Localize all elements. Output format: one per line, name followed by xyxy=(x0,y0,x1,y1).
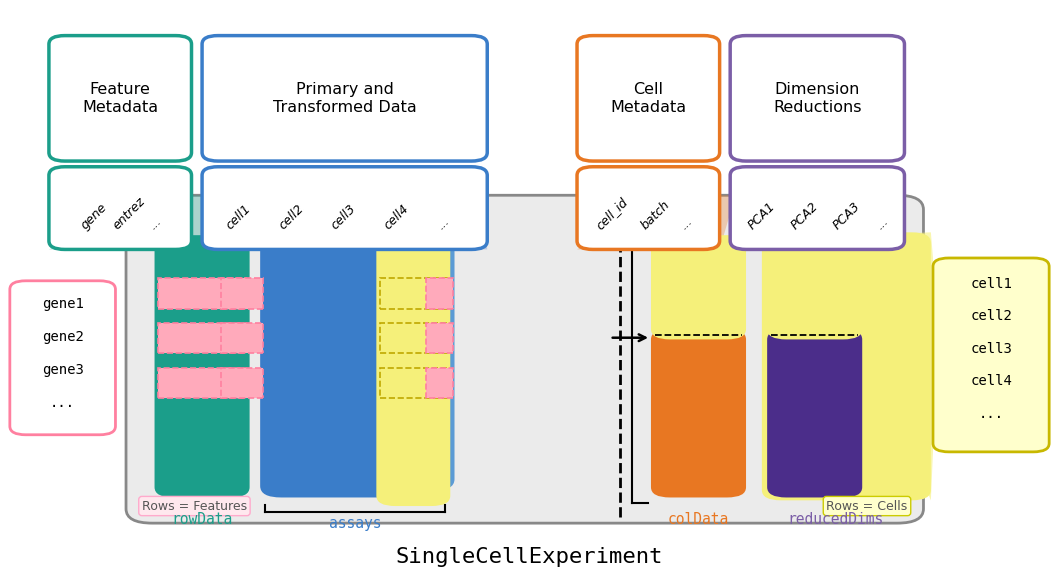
Text: gene2: gene2 xyxy=(41,329,84,344)
Text: colData: colData xyxy=(668,512,729,527)
Text: Cell
Metadata: Cell Metadata xyxy=(610,82,686,115)
Text: SingleCellExperiment: SingleCellExperiment xyxy=(396,547,663,567)
Text: cell2: cell2 xyxy=(970,309,1012,323)
Text: PCA2: PCA2 xyxy=(788,200,821,232)
Text: assays: assays xyxy=(329,516,381,531)
Polygon shape xyxy=(862,232,933,500)
Polygon shape xyxy=(202,195,487,249)
Bar xyxy=(379,323,447,353)
FancyBboxPatch shape xyxy=(286,228,454,490)
FancyBboxPatch shape xyxy=(202,36,487,161)
Text: cell3: cell3 xyxy=(328,202,359,232)
FancyBboxPatch shape xyxy=(767,235,862,339)
Text: gene3: gene3 xyxy=(41,363,84,377)
Text: Rows = Features: Rows = Features xyxy=(142,500,247,512)
Text: batch: batch xyxy=(639,198,672,232)
Text: reducedDims: reducedDims xyxy=(788,512,884,527)
FancyBboxPatch shape xyxy=(651,235,746,339)
Bar xyxy=(221,323,264,353)
FancyBboxPatch shape xyxy=(651,329,746,497)
FancyBboxPatch shape xyxy=(155,235,250,497)
Bar xyxy=(221,278,264,309)
Text: gene: gene xyxy=(78,201,110,232)
Text: PCA3: PCA3 xyxy=(830,200,863,232)
Bar xyxy=(221,368,264,398)
FancyBboxPatch shape xyxy=(779,233,875,494)
Text: ...: ... xyxy=(979,407,1004,421)
Text: Feature
Metadata: Feature Metadata xyxy=(83,82,158,115)
Text: ...: ... xyxy=(434,215,452,232)
Bar xyxy=(426,368,453,398)
FancyBboxPatch shape xyxy=(933,258,1049,452)
Text: ...: ... xyxy=(146,215,164,232)
FancyBboxPatch shape xyxy=(731,167,904,249)
Bar xyxy=(158,368,247,398)
Text: ...: ... xyxy=(873,215,891,232)
FancyBboxPatch shape xyxy=(10,281,115,435)
Bar xyxy=(379,278,447,309)
FancyBboxPatch shape xyxy=(577,36,720,161)
Text: ...: ... xyxy=(50,396,75,410)
FancyBboxPatch shape xyxy=(761,232,931,500)
FancyBboxPatch shape xyxy=(202,167,487,249)
Bar xyxy=(426,323,453,353)
Text: gene1: gene1 xyxy=(41,297,84,311)
FancyBboxPatch shape xyxy=(273,231,442,494)
Text: cell_id: cell_id xyxy=(593,195,630,232)
Polygon shape xyxy=(49,195,239,249)
Text: cell4: cell4 xyxy=(381,202,412,232)
Bar xyxy=(158,323,247,353)
FancyBboxPatch shape xyxy=(376,227,450,506)
Text: rowData: rowData xyxy=(172,512,233,527)
FancyBboxPatch shape xyxy=(49,167,192,249)
Polygon shape xyxy=(577,195,735,249)
Bar xyxy=(158,278,247,309)
FancyBboxPatch shape xyxy=(49,36,192,161)
Bar xyxy=(426,278,453,309)
Polygon shape xyxy=(731,195,904,249)
Text: cell2: cell2 xyxy=(276,202,306,232)
FancyBboxPatch shape xyxy=(261,235,429,497)
Text: cell1: cell1 xyxy=(223,202,253,232)
Text: Rows = Cells: Rows = Cells xyxy=(826,500,908,512)
FancyBboxPatch shape xyxy=(126,195,923,523)
FancyBboxPatch shape xyxy=(792,230,887,492)
Text: cell1: cell1 xyxy=(970,277,1012,291)
Text: ...: ... xyxy=(678,215,695,232)
FancyBboxPatch shape xyxy=(731,36,904,161)
FancyBboxPatch shape xyxy=(767,329,862,497)
Text: cell3: cell3 xyxy=(970,342,1012,356)
Text: Dimension
Reductions: Dimension Reductions xyxy=(773,82,862,115)
Text: entrez: entrez xyxy=(110,195,147,232)
Text: PCA1: PCA1 xyxy=(746,200,778,232)
FancyBboxPatch shape xyxy=(577,167,720,249)
Bar xyxy=(379,368,447,398)
Text: cell4: cell4 xyxy=(970,374,1012,388)
Text: Primary and
Transformed Data: Primary and Transformed Data xyxy=(273,82,416,115)
